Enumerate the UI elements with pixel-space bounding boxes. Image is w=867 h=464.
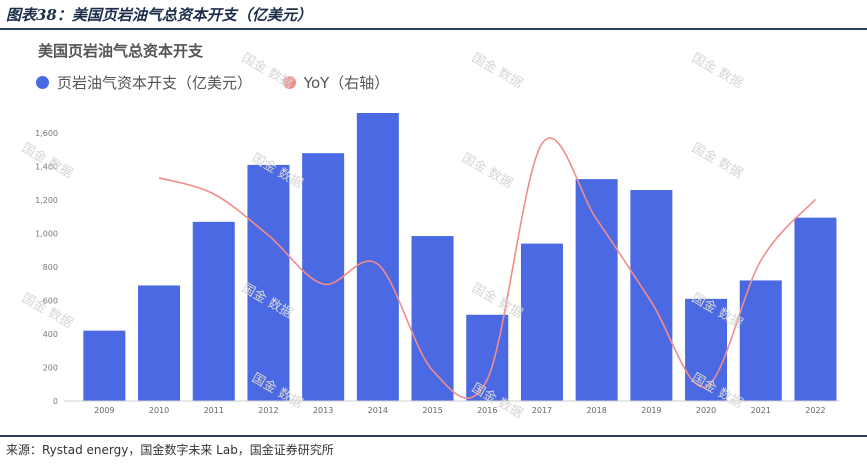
y-tick-label: 800 — [43, 263, 58, 272]
x-tick-label: 2019 — [641, 406, 661, 415]
x-tick-label: 2010 — [149, 406, 169, 415]
y-tick-label: 1,000 — [35, 230, 58, 239]
x-tick-label: 2018 — [586, 406, 606, 415]
y-tick-label: 200 — [43, 364, 58, 373]
chart-title: 美国页岩油气总资本开支 — [38, 42, 204, 60]
top-rule — [0, 28, 867, 30]
bar-2011 — [192, 221, 235, 401]
figure-caption: 图表38：美国页岩油气总资本开支（亿美元） — [6, 6, 312, 24]
bar-2009 — [83, 330, 126, 401]
bar-2017 — [520, 243, 563, 401]
legend-item-capex: 页岩油气资本开支（亿美元） — [36, 72, 252, 93]
legend-label-capex: 页岩油气资本开支（亿美元） — [57, 74, 253, 92]
x-tick-label: 2020 — [696, 406, 716, 415]
x-tick-label: 2021 — [751, 406, 771, 415]
y-tick-label: 600 — [43, 297, 58, 306]
source-note: 来源：Rystad energy，国金数字未来 Lab，国金证券研究所 — [6, 443, 334, 457]
y-tick-label: 0 — [53, 397, 58, 406]
x-tick-label: 2017 — [532, 406, 552, 415]
bar-2015 — [411, 236, 454, 401]
bar-2013 — [302, 153, 345, 401]
x-tick-label: 2013 — [313, 406, 333, 415]
y-tick-label: 1,400 — [35, 163, 58, 172]
bar-2020 — [685, 298, 728, 401]
y-axis-left: 0 200 400 600 800 1,000 1,200 1,400 1,600 — [35, 129, 58, 406]
legend-label-yoy: YoY（右轴） — [303, 74, 390, 92]
legend-item-yoy: YoY（右轴） — [282, 72, 390, 93]
x-tick-label: 2014 — [368, 406, 388, 415]
x-tick-label: 2011 — [204, 406, 224, 415]
bottom-rule — [0, 435, 867, 437]
y-tick-label: 400 — [43, 330, 58, 339]
legend-swatch-yoy — [282, 76, 296, 89]
y-tick-label: 1,600 — [35, 129, 58, 138]
x-tick-label: 2016 — [477, 406, 497, 415]
bar-2018 — [575, 179, 618, 401]
legend: 页岩油气资本开支（亿美元） YoY（右轴） — [36, 72, 415, 93]
bar-2014 — [356, 113, 399, 401]
y-tick-label: 1,200 — [35, 196, 58, 205]
legend-swatch-capex — [36, 76, 49, 89]
x-tick-label: 2015 — [422, 406, 442, 415]
bar-2012 — [247, 164, 290, 401]
bar-2019 — [630, 190, 673, 401]
x-tick-label: 2022 — [805, 406, 825, 415]
yoy-line — [158, 137, 817, 400]
bar-2021 — [739, 280, 782, 401]
x-tick-label: 2009 — [94, 406, 114, 415]
bar-2010 — [138, 285, 181, 401]
x-tick-label: 2012 — [258, 406, 278, 415]
bar-2022 — [794, 217, 837, 401]
x-axis: 2009 2010 2011 2012 2013 2014 2015 2016 2017 2018… — [94, 406, 825, 415]
